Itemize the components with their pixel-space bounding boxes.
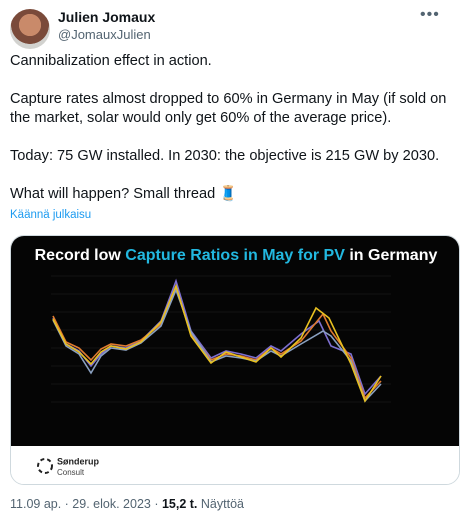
media-card[interactable]: Record low Capture Ratios in May for PV … bbox=[10, 235, 460, 485]
paragraph: Today: 75 GW installed. In 2030: the obj… bbox=[10, 148, 440, 164]
brand-name: Consult bbox=[57, 468, 85, 477]
author-handle[interactable]: @JomauxJulien bbox=[58, 27, 151, 42]
chart-background bbox=[11, 236, 459, 446]
brand-name: Sønderup bbox=[57, 456, 100, 466]
tweet-meta: 11.09 ap. · 29. elok. 2023 · 15,2 t. Näy… bbox=[10, 497, 244, 511]
title-part: in Germany bbox=[345, 247, 438, 264]
brand-logo bbox=[37, 458, 53, 474]
views-label: Näyttöä bbox=[200, 497, 244, 511]
paragraph: Cannibalization effect in action. bbox=[10, 53, 212, 69]
chart-image: Record low Capture Ratios in May for PV … bbox=[11, 236, 459, 484]
translate-link[interactable]: Käännä julkaisu bbox=[10, 209, 92, 221]
paragraph: Capture rates almost dropped to 60% in G… bbox=[10, 91, 447, 126]
author-name[interactable]: Julien Jomaux bbox=[58, 9, 156, 25]
timestamp[interactable]: 11.09 ap. · 29. elok. 2023 · bbox=[10, 497, 159, 511]
card-footer bbox=[11, 446, 459, 484]
avatar[interactable] bbox=[10, 9, 50, 49]
chart-lines bbox=[52, 278, 382, 403]
tweet-text: Cannibalization effect in action. Captur… bbox=[10, 52, 462, 204]
paragraph: What will happen? Small thread 🧵 bbox=[10, 186, 238, 202]
title-part: Record low bbox=[35, 247, 126, 264]
title-part: Capture Ratios in May for PV bbox=[125, 247, 345, 264]
views-count: 15,2 t. bbox=[161, 497, 198, 511]
chart-title: Record low Capture Ratios in May for PV … bbox=[35, 247, 438, 264]
more-button[interactable]: ••• bbox=[420, 6, 440, 23]
